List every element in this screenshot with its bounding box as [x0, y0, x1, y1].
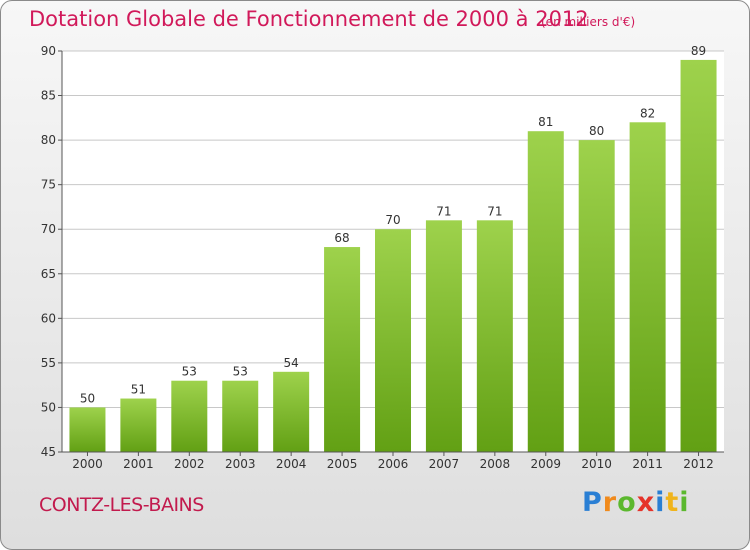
x-tick-label: 2011 — [632, 457, 663, 471]
y-tick-label: 50 — [41, 400, 56, 414]
y-tick-label: 60 — [41, 311, 56, 325]
y-tick-label: 45 — [41, 445, 56, 459]
bar-2002 — [171, 380, 208, 452]
bar-2011 — [629, 122, 666, 453]
chart-title: Dotation Globale de Fonctionnement de 20… — [29, 7, 589, 31]
x-tick-label: 2006 — [378, 457, 409, 471]
x-tick-label: 2004 — [276, 457, 307, 471]
x-tick-label: 2005 — [327, 457, 358, 471]
chart-unit: (en milliers d'€) — [541, 15, 636, 29]
x-tick-label: 2009 — [530, 457, 561, 471]
x-tick-label: 2001 — [123, 457, 154, 471]
value-label: 53 — [182, 365, 197, 379]
bar-2007 — [425, 220, 462, 452]
bar-2010 — [578, 140, 615, 452]
commune-name: CONTZ-LES-BAINS — [39, 494, 204, 516]
bar-2005 — [324, 247, 361, 452]
value-label: 82 — [640, 106, 655, 120]
x-tick-label: 2002 — [174, 457, 205, 471]
x-tick-label: 2003 — [225, 457, 256, 471]
x-tick-label: 2010 — [581, 457, 612, 471]
x-tick-label: 2008 — [480, 457, 511, 471]
y-tick-label: 80 — [41, 133, 56, 147]
y-tick-label: 85 — [41, 89, 56, 103]
proxiti-logo: Proxiti — [582, 487, 690, 518]
y-tick-label: 75 — [41, 178, 56, 192]
bar-2012 — [680, 59, 717, 453]
value-label: 71 — [436, 204, 451, 218]
bar-2008 — [476, 220, 513, 452]
x-tick-label: 2000 — [72, 457, 103, 471]
value-label: 89 — [691, 44, 706, 58]
value-label: 80 — [589, 124, 604, 138]
value-label: 68 — [334, 231, 349, 245]
x-tick-label: 2007 — [429, 457, 460, 471]
bar-2006 — [375, 229, 411, 452]
value-label: 54 — [284, 356, 299, 370]
bar-2003 — [222, 380, 259, 452]
y-tick-label: 90 — [41, 44, 56, 58]
value-label: 50 — [80, 391, 95, 405]
bar-2000 — [69, 407, 106, 452]
value-label: 51 — [131, 383, 146, 397]
value-label: 81 — [538, 115, 553, 129]
y-tick-label: 65 — [41, 267, 56, 281]
bar-2009 — [527, 131, 564, 452]
value-label: 53 — [233, 365, 248, 379]
value-label: 71 — [487, 204, 502, 218]
y-tick-label: 55 — [41, 356, 56, 370]
bar-2001 — [120, 398, 157, 452]
y-tick-label: 70 — [41, 222, 56, 236]
bar-2004 — [273, 371, 310, 452]
value-label: 70 — [385, 213, 400, 227]
x-tick-label: 2012 — [683, 457, 714, 471]
